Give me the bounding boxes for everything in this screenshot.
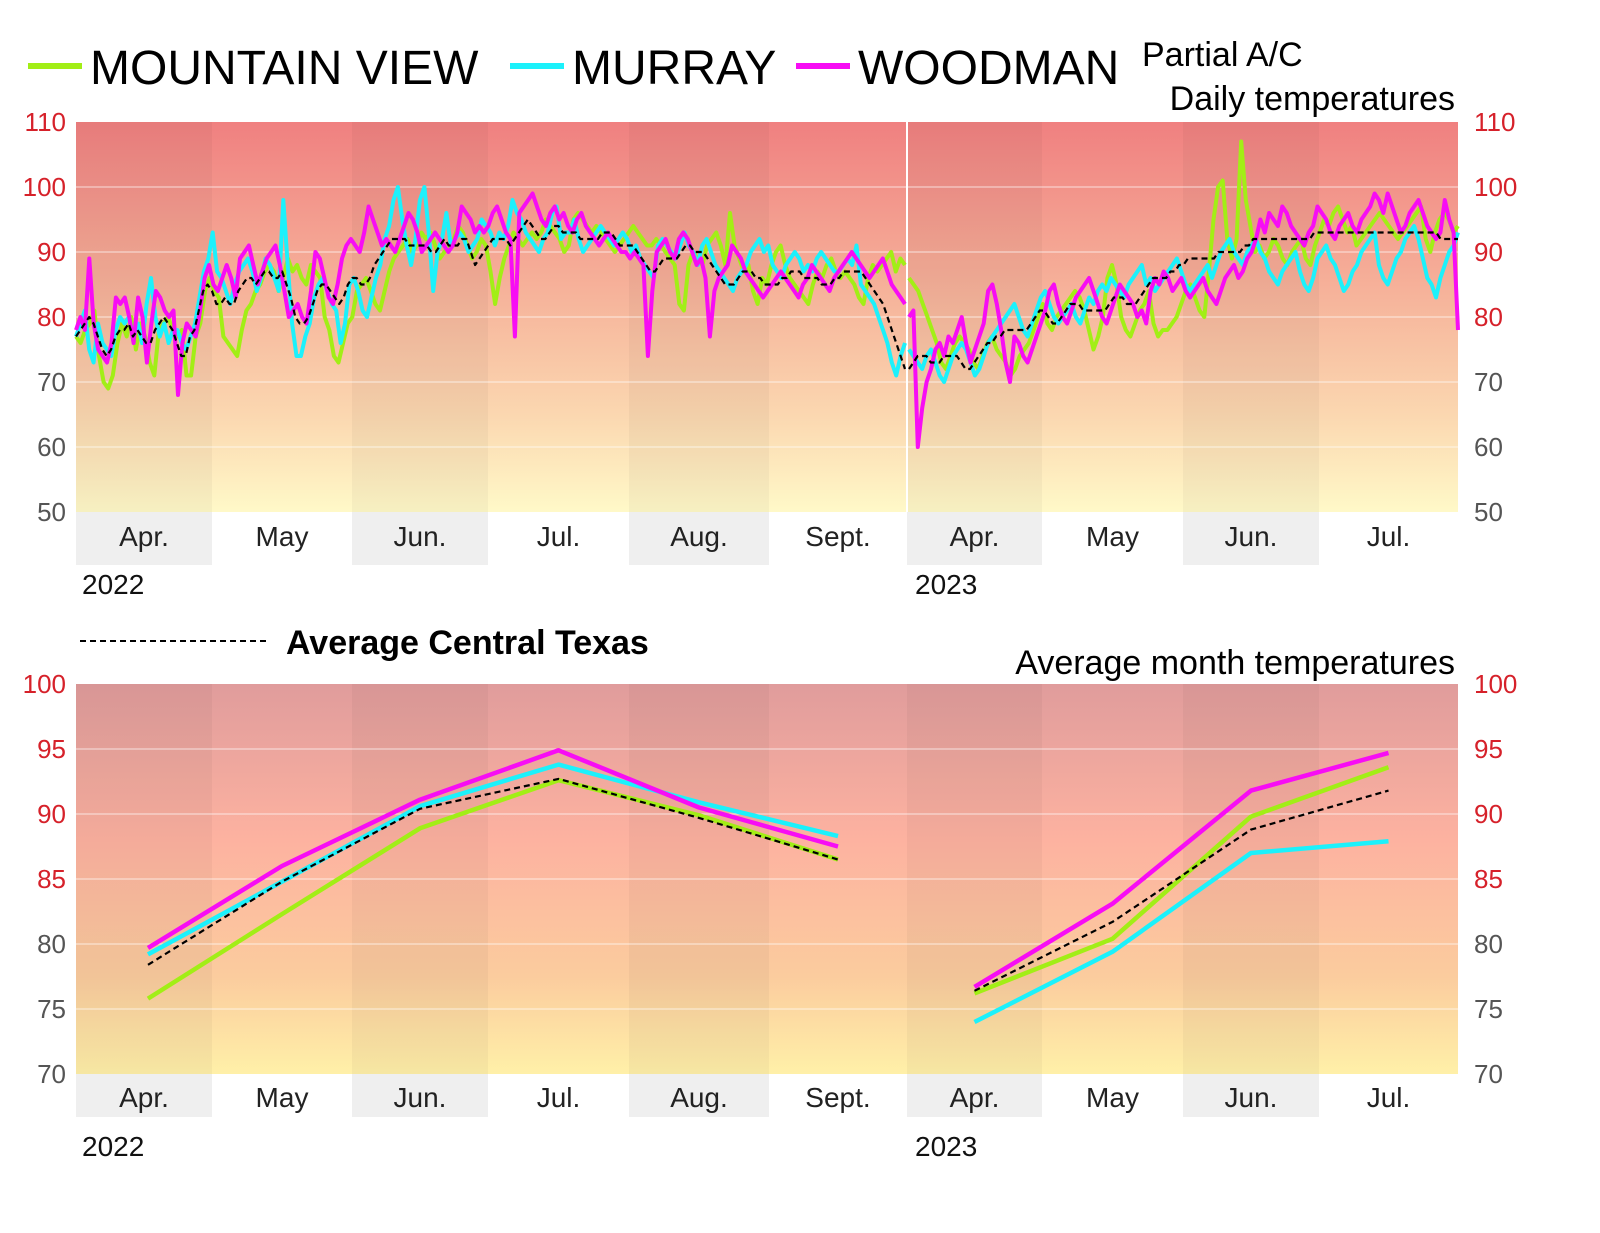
series-line-murray-2023 — [973, 839, 1389, 1025]
y-tick-label-left: 75 — [37, 994, 66, 1024]
month-tick-label: Jun. — [1225, 1082, 1278, 1113]
month-tick-label: Jul. — [537, 521, 581, 552]
monthly-chart-title: Average month temperatures — [1015, 644, 1455, 682]
month-tick-label: May — [256, 1082, 309, 1113]
y-tick-label-left: 80 — [37, 302, 66, 332]
month-tick-label: Apr. — [119, 1082, 169, 1113]
month-tick-label: Aug. — [670, 1082, 728, 1113]
y-tick-label-left: 90 — [37, 799, 66, 829]
month-tick-label: Sept. — [805, 521, 870, 552]
legend-label-murray: MURRAY — [572, 42, 776, 95]
daily-chart-title: Daily temperatures — [1170, 80, 1455, 118]
series-line-average-2022 — [75, 218, 907, 370]
month-tick-label: Aug. — [670, 521, 728, 552]
year-label: 2022 — [82, 1131, 144, 1162]
y-tick-label-right: 100 — [1474, 172, 1517, 202]
series-line-murray-2022 — [146, 762, 839, 957]
year-label: 2022 — [82, 569, 144, 600]
y-tick-label-right: 80 — [1474, 929, 1503, 959]
y-tick-label-left: 110 — [25, 107, 66, 137]
month-tick-label: Jun. — [394, 521, 447, 552]
legend-label-woodman: WOODMAN — [858, 42, 1119, 95]
legend: MOUNTAIN VIEW MURRAY WOODMAN Partial A/C… — [28, 36, 1455, 118]
y-tick-label-left: 95 — [37, 734, 66, 764]
month-tick-label: Apr. — [950, 1082, 1000, 1113]
month-tick-label: Jul. — [1367, 521, 1411, 552]
series-line-woodman-2022 — [146, 748, 839, 950]
month-tick-label: Jun. — [1225, 521, 1278, 552]
partial-ac-note: Partial A/C — [1142, 36, 1303, 74]
y-tick-label-right: 70 — [1474, 367, 1503, 397]
average-legend-label: Average Central Texas — [286, 624, 649, 662]
series-line-mountain-view-2023 — [973, 765, 1390, 996]
month-tick-label: Apr. — [950, 521, 1000, 552]
legend-label-mountain-view: MOUNTAIN VIEW — [90, 42, 479, 95]
month-band — [1183, 512, 1319, 565]
month-band — [907, 1074, 1042, 1117]
series-line-mountain-view-2023 — [907, 139, 1460, 378]
month-band — [629, 512, 769, 565]
y-tick-label-right: 90 — [1474, 799, 1503, 829]
month-band — [629, 1074, 769, 1117]
month-band — [352, 512, 488, 565]
y-tick-label-right: 85 — [1474, 864, 1503, 894]
month-tick-label: May — [256, 521, 309, 552]
y-tick-label-left: 90 — [37, 237, 66, 267]
y-tick-label-right: 95 — [1474, 734, 1503, 764]
series-line-average-2023 — [974, 789, 1389, 992]
year-label: 2023 — [915, 1131, 977, 1162]
y-tick-label-left: 70 — [37, 367, 66, 397]
y-tick-label-right: 100 — [1474, 669, 1517, 699]
y-tick-label-left: 60 — [37, 432, 66, 462]
y-tick-label-right: 80 — [1474, 302, 1503, 332]
month-tick-label: May — [1086, 521, 1139, 552]
month-tick-label: Jul. — [537, 1082, 581, 1113]
year-label: 2023 — [915, 569, 977, 600]
month-band — [1183, 1074, 1319, 1117]
y-tick-label-right: 70 — [1474, 1059, 1503, 1089]
daily-temperature-chart: Apr. May Jun. Jul. Aug. Sept. Apr. May Jun. Jul. 2… — [23, 107, 1518, 600]
month-tick-label: Jul. — [1367, 1082, 1411, 1113]
series-line-mountain-view-2022 — [146, 777, 839, 1001]
month-tick-label: Sept. — [805, 1082, 870, 1113]
y-tick-label-right: 50 — [1474, 497, 1503, 527]
y-tick-label-left: 100 — [23, 172, 66, 202]
y-tick-label-right: 60 — [1474, 432, 1503, 462]
series-line-woodman-2023 — [973, 750, 1390, 989]
y-tick-label-right: 90 — [1474, 237, 1503, 267]
month-band — [76, 1074, 212, 1117]
y-tick-label-right: 75 — [1474, 994, 1503, 1024]
month-tick-label: Jun. — [394, 1082, 447, 1113]
series-line-murray-2022 — [74, 185, 907, 378]
y-tick-label-left: 50 — [37, 497, 66, 527]
y-tick-label-left: 80 — [37, 929, 66, 959]
month-band — [907, 512, 1042, 565]
month-tick-label: Apr. — [119, 521, 169, 552]
series-line-average-2022 — [147, 777, 839, 966]
average-legend: Average Central Texas — [80, 624, 649, 662]
y-tick-label-right: 110 — [1474, 107, 1515, 137]
series-line-woodman-2023 — [907, 191, 1460, 449]
y-tick-label-left: 70 — [37, 1059, 66, 1089]
monthly-average-chart: Apr. May Jun. Jul. Aug. Sept. Apr. May Jun. Jul. 2… — [23, 669, 1518, 1162]
month-band — [352, 1074, 488, 1117]
month-band — [76, 512, 212, 565]
y-tick-label-left: 85 — [37, 864, 66, 894]
series-line-woodman-2022 — [74, 191, 907, 397]
month-tick-label: May — [1086, 1082, 1139, 1113]
y-tick-label-left: 100 — [23, 669, 66, 699]
